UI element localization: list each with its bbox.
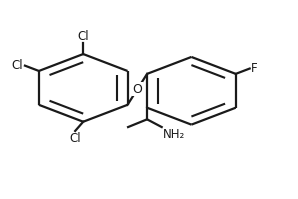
- Text: NH₂: NH₂: [163, 128, 185, 141]
- Text: Cl: Cl: [12, 59, 24, 72]
- Text: Cl: Cl: [69, 132, 81, 144]
- Text: F: F: [251, 62, 258, 75]
- Text: Cl: Cl: [77, 30, 89, 43]
- Text: O: O: [132, 83, 142, 96]
